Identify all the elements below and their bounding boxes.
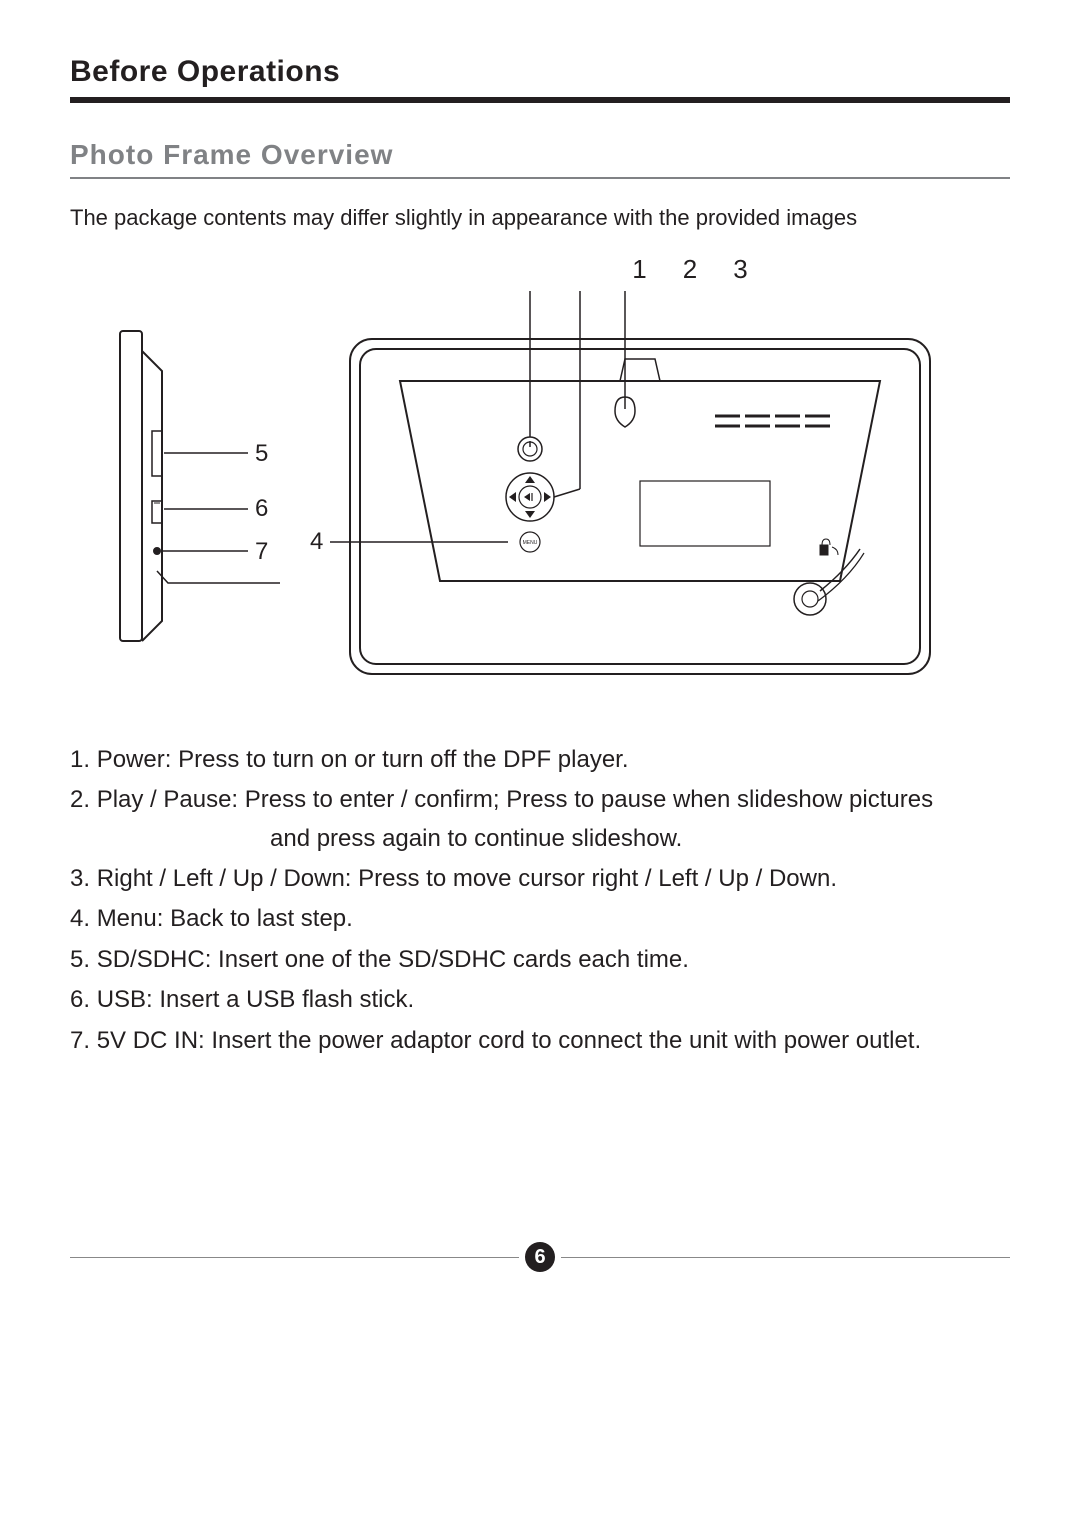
item-number: 2. [70,786,90,813]
callout-2: 2 [683,254,697,285]
callout-6-label: 6 [255,495,268,522]
frame-diagram: 5 6 7 4 [100,291,980,691]
footer-rule-left [70,1257,519,1258]
list-item: 5. SD/SDHC: Insert one of the SD/SDHC ca… [70,941,1010,979]
item-desc-cont: and press again to continue slideshow. [70,820,1010,858]
item-term: 5V DC IN: [97,1027,205,1054]
list-item: 2. Play / Pause: Press to enter / confir… [70,781,1010,858]
callout-5-label: 5 [255,440,268,467]
header-rule [70,97,1010,103]
item-number: 7. [70,1027,90,1054]
section-title: Photo Frame Overview [70,139,1010,179]
item-term: Menu: [97,905,164,932]
diagram-container: 1 2 3 5 6 7 4 [70,254,1010,691]
item-number: 1. [70,746,90,773]
callout-3: 3 [733,254,747,285]
list-item: 6. USB: Insert a USB flash stick. [70,981,1010,1019]
list-item: 1. Power: Press to turn on or turn off t… [70,741,1010,779]
callout-7-label: 7 [255,538,268,565]
list-item: 3. Right / Left / Up / Down: Press to mo… [70,860,1010,898]
item-desc: Insert a USB flash stick. [159,986,414,1013]
item-desc: Press to turn on or turn off the DPF pla… [178,746,628,773]
item-term: Power: [97,746,172,773]
footer-rule-right [561,1257,1010,1258]
menu-button-label: MENU [523,540,538,546]
header-title: Before Operations [70,55,1010,97]
page-number-badge: 6 [525,1242,555,1272]
item-term: Right / Left / Up / Down: [97,865,352,892]
item-desc: Press to enter / confirm; Press to pause… [245,786,933,813]
item-desc: Insert one of the SD/SDHC cards each tim… [218,946,689,973]
item-term: SD/SDHC: [97,946,212,973]
item-desc: Press to move cursor right / Left / Up /… [358,865,837,892]
item-desc: Back to last step. [170,905,353,932]
callout-1: 1 [632,254,646,285]
callout-4-label: 4 [310,528,323,555]
callout-top-row: 1 2 3 [632,254,747,285]
item-number: 4. [70,905,90,932]
item-list: 1. Power: Press to turn on or turn off t… [70,741,1010,1060]
page-footer: 6 [70,1242,1010,1272]
item-number: 3. [70,865,90,892]
item-desc: Insert the power adaptor cord to connect… [211,1027,921,1054]
item-term: Play / Pause: [97,786,238,813]
item-number: 6. [70,986,90,1013]
section-intro: The package contents may differ slightly… [70,203,1010,234]
item-term: USB: [97,986,153,1013]
item-number: 5. [70,946,90,973]
list-item: 4. Menu: Back to last step. [70,900,1010,938]
list-item: 7. 5V DC IN: Insert the power adaptor co… [70,1022,1010,1060]
